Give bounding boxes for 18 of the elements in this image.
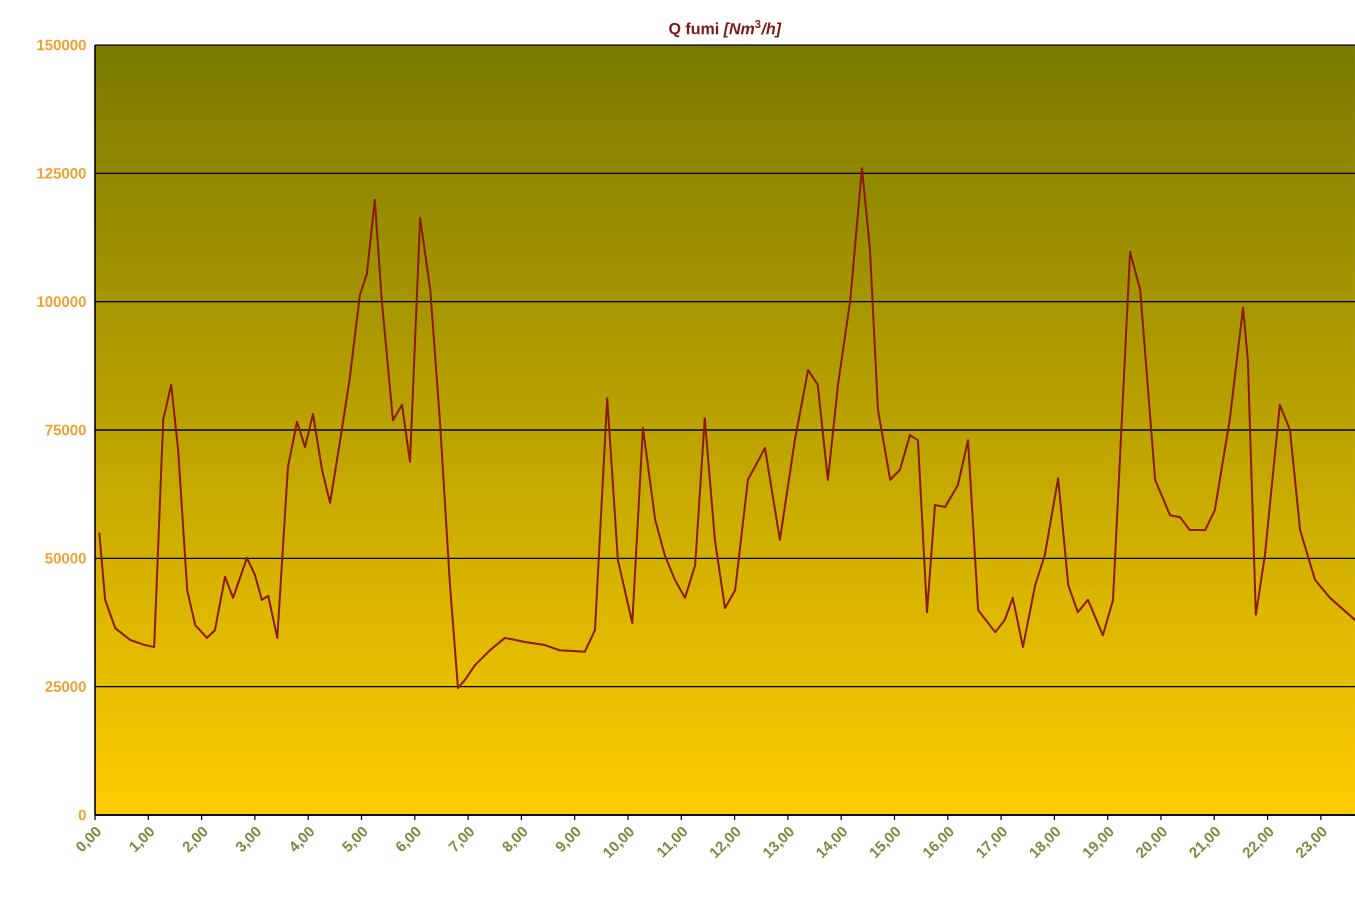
x-tick-label: 6,00 <box>396 826 421 852</box>
y-tick-label: 50000 <box>45 553 86 564</box>
x-tick-label: 0,00 <box>76 826 101 852</box>
x-tick-label: 8,00 <box>502 826 527 852</box>
x-tick-label: 5,00 <box>341 826 368 852</box>
y-tick-label: 125000 <box>37 168 86 179</box>
x-tick-label: 1,00 <box>129 826 154 853</box>
line-series <box>98 167 1355 690</box>
y-tick-label: 75000 <box>45 424 86 436</box>
x-tick-label: 3,00 <box>235 826 261 852</box>
y-tick-label: 0 <box>78 809 86 821</box>
chart-title: Q fumi [Nm$^{3}$/h] <box>669 20 782 38</box>
y-tick-label: 25000 <box>45 681 86 692</box>
y-tick-label: 150000 <box>37 39 86 51</box>
x-tick-label: 4,00 <box>290 826 314 852</box>
y-tick-label: 100000 <box>37 296 86 307</box>
x-tick-label: 7,00 <box>448 826 474 852</box>
x-tick-label: 9,00 <box>555 826 581 852</box>
